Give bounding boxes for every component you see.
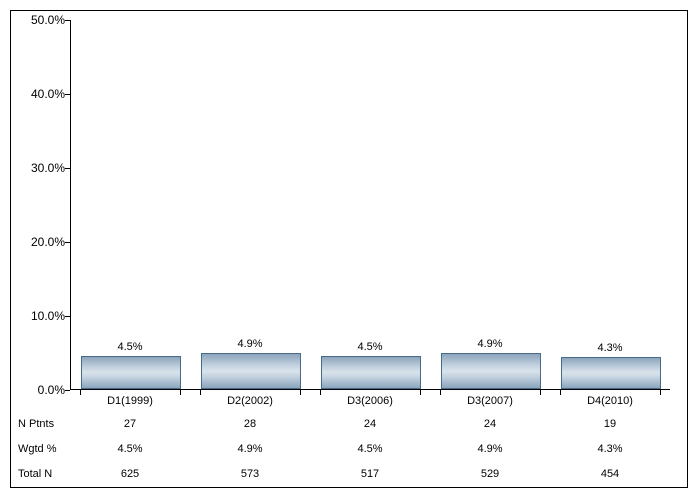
y-tick-label: 10.0% (15, 309, 65, 323)
x-category-label: D4(2010) (587, 395, 633, 407)
y-tick-mark (65, 20, 70, 21)
chart-container: 0.0% 10.0% 20.0% 30.0% 40.0% 50.0% 4.5% D1(1999… (0, 0, 700, 500)
x-category-label: D2(2002) (227, 395, 273, 407)
x-tick-mark (80, 390, 81, 395)
x-tick-mark (300, 390, 301, 395)
plot-area (70, 20, 670, 390)
y-tick-mark (65, 390, 70, 391)
y-tick-mark (65, 316, 70, 317)
x-tick-mark (440, 390, 441, 395)
y-tick-label: 0.0% (15, 383, 65, 397)
table-row-label: Total N (18, 468, 52, 480)
x-category-label: D3(2006) (347, 395, 393, 407)
bar-value-label: 4.9% (477, 338, 502, 350)
x-category-label: D3(2007) (467, 395, 513, 407)
table-cell: 625 (121, 468, 139, 480)
table-cell: 4.5% (357, 443, 382, 455)
table-cell: 24 (364, 418, 376, 430)
bar (81, 356, 181, 389)
x-tick-mark (420, 390, 421, 395)
bar (201, 353, 301, 389)
y-tick-label: 20.0% (15, 235, 65, 249)
y-tick-label: 30.0% (15, 161, 65, 175)
table-cell: 24 (484, 418, 496, 430)
table-cell: 4.3% (597, 443, 622, 455)
y-tick-mark (65, 242, 70, 243)
bar-value-label: 4.9% (237, 338, 262, 350)
bar (441, 353, 541, 389)
y-tick-label: 40.0% (15, 87, 65, 101)
table-cell: 19 (604, 418, 616, 430)
table-cell: 454 (601, 468, 619, 480)
table-row-label: Wgtd % (18, 443, 57, 455)
x-tick-mark (660, 390, 661, 395)
x-tick-mark (560, 390, 561, 395)
bar-value-label: 4.3% (597, 342, 622, 354)
x-tick-mark (180, 390, 181, 395)
bar-value-label: 4.5% (117, 341, 142, 353)
table-row-label: N Ptnts (18, 418, 54, 430)
x-tick-mark (320, 390, 321, 395)
bar (561, 357, 661, 389)
table-cell: 27 (124, 418, 136, 430)
bar (321, 356, 421, 389)
y-tick-mark (65, 168, 70, 169)
y-tick-mark (65, 94, 70, 95)
y-tick-label: 50.0% (15, 13, 65, 27)
table-cell: 4.9% (237, 443, 262, 455)
table-cell: 529 (481, 468, 499, 480)
bar-value-label: 4.5% (357, 341, 382, 353)
table-cell: 573 (241, 468, 259, 480)
x-category-label: D1(1999) (107, 395, 153, 407)
x-tick-mark (200, 390, 201, 395)
table-cell: 4.9% (477, 443, 502, 455)
table-cell: 28 (244, 418, 256, 430)
table-cell: 517 (361, 468, 379, 480)
table-cell: 4.5% (117, 443, 142, 455)
x-tick-mark (540, 390, 541, 395)
